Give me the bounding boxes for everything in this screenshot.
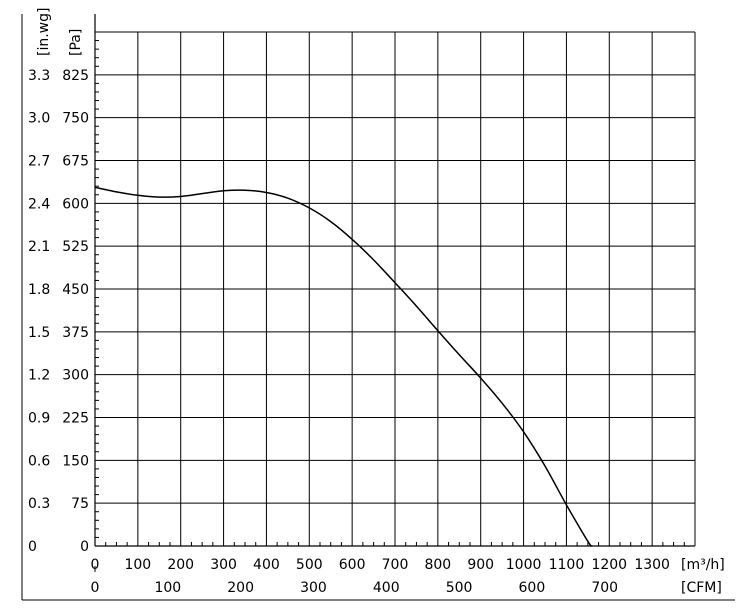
x-tick-label-m3h: 800 bbox=[424, 557, 451, 573]
y-tick-label-inwg: 2.4 bbox=[28, 196, 50, 212]
x-tick-label-cfm: 400 bbox=[373, 580, 400, 596]
y-tick-label-inwg: 1.8 bbox=[28, 282, 50, 298]
x-tick-label-m3h: 1100 bbox=[549, 557, 585, 573]
x-tick-label-m3h: 200 bbox=[167, 557, 194, 573]
x-tick-label-m3h: 400 bbox=[253, 557, 280, 573]
performance-curve bbox=[94, 186, 593, 547]
grid bbox=[95, 31, 696, 546]
x-tick-label-m3h: 700 bbox=[382, 557, 409, 573]
y-tick-label-pa: 750 bbox=[62, 111, 89, 127]
y-unit-pa: [Pa] bbox=[68, 29, 84, 56]
y-tick-label-pa: 225 bbox=[62, 411, 89, 427]
y-tick-label-inwg: 3.3 bbox=[28, 68, 50, 84]
y-tick-label-inwg: 0 bbox=[28, 539, 37, 555]
x-tick-label-cfm: 700 bbox=[591, 580, 618, 596]
x-tick-label-cfm: 600 bbox=[519, 580, 546, 596]
x-unit-cfm: [CFM] bbox=[681, 580, 722, 596]
y-unit-inwg: [in.wg] bbox=[36, 8, 52, 56]
x-tick-label-m3h: 100 bbox=[124, 557, 151, 573]
x-tick-label-cfm: 100 bbox=[154, 580, 181, 596]
y-tick-label-inwg: 1.2 bbox=[28, 368, 50, 384]
y-tick-label-pa: 825 bbox=[62, 68, 89, 84]
y-tick-label-inwg: 1.5 bbox=[28, 325, 50, 341]
minor-ticks bbox=[95, 40, 685, 546]
curve-layer bbox=[94, 186, 593, 547]
axes bbox=[21, 14, 735, 601]
x-tick-label-cfm: 500 bbox=[446, 580, 473, 596]
y-tick-label-pa: 450 bbox=[62, 282, 89, 298]
x-tick-label-m3h: 300 bbox=[210, 557, 237, 573]
y-tick-label-inwg: 2.1 bbox=[28, 239, 50, 255]
y-tick-label-pa: 150 bbox=[62, 453, 89, 469]
x-tick-label-m3h: 0 bbox=[91, 557, 100, 573]
y-tick-label-inwg: 2.7 bbox=[28, 154, 50, 170]
x-tick-label-m3h: 500 bbox=[296, 557, 323, 573]
y-tick-label-pa: 75 bbox=[71, 496, 89, 512]
x-tick-label-m3h: 600 bbox=[339, 557, 366, 573]
y-tick-label-pa: 525 bbox=[62, 239, 89, 255]
x-tick-label-m3h: 900 bbox=[467, 557, 494, 573]
y-tick-label-inwg: 0.9 bbox=[28, 411, 50, 427]
y-tick-label-inwg: 0.6 bbox=[28, 453, 50, 469]
y-tick-label-inwg: 3.0 bbox=[28, 111, 50, 127]
y-tick-label-inwg: 0.3 bbox=[28, 496, 50, 512]
tick-labels: 0 75 150 225 300 375 450 525 600 675 750 825 0 0.3 0.6… bbox=[28, 68, 670, 596]
x-tick-label-cfm: 200 bbox=[227, 580, 254, 596]
y-tick-label-pa: 0 bbox=[80, 539, 89, 555]
x-tick-label-cfm: 0 bbox=[91, 580, 100, 596]
y-tick-label-pa: 600 bbox=[62, 196, 89, 212]
x-tick-label-cfm: 300 bbox=[300, 580, 327, 596]
x-unit-m3h: [m³/h] bbox=[681, 557, 725, 573]
y-tick-label-pa: 675 bbox=[62, 154, 89, 170]
x-tick-label-m3h: 1200 bbox=[591, 557, 627, 573]
y-tick-label-pa: 375 bbox=[62, 325, 89, 341]
x-tick-label-m3h: 1000 bbox=[506, 557, 542, 573]
y-tick-label-pa: 300 bbox=[62, 368, 89, 384]
x-tick-label-m3h: 1300 bbox=[634, 557, 670, 573]
